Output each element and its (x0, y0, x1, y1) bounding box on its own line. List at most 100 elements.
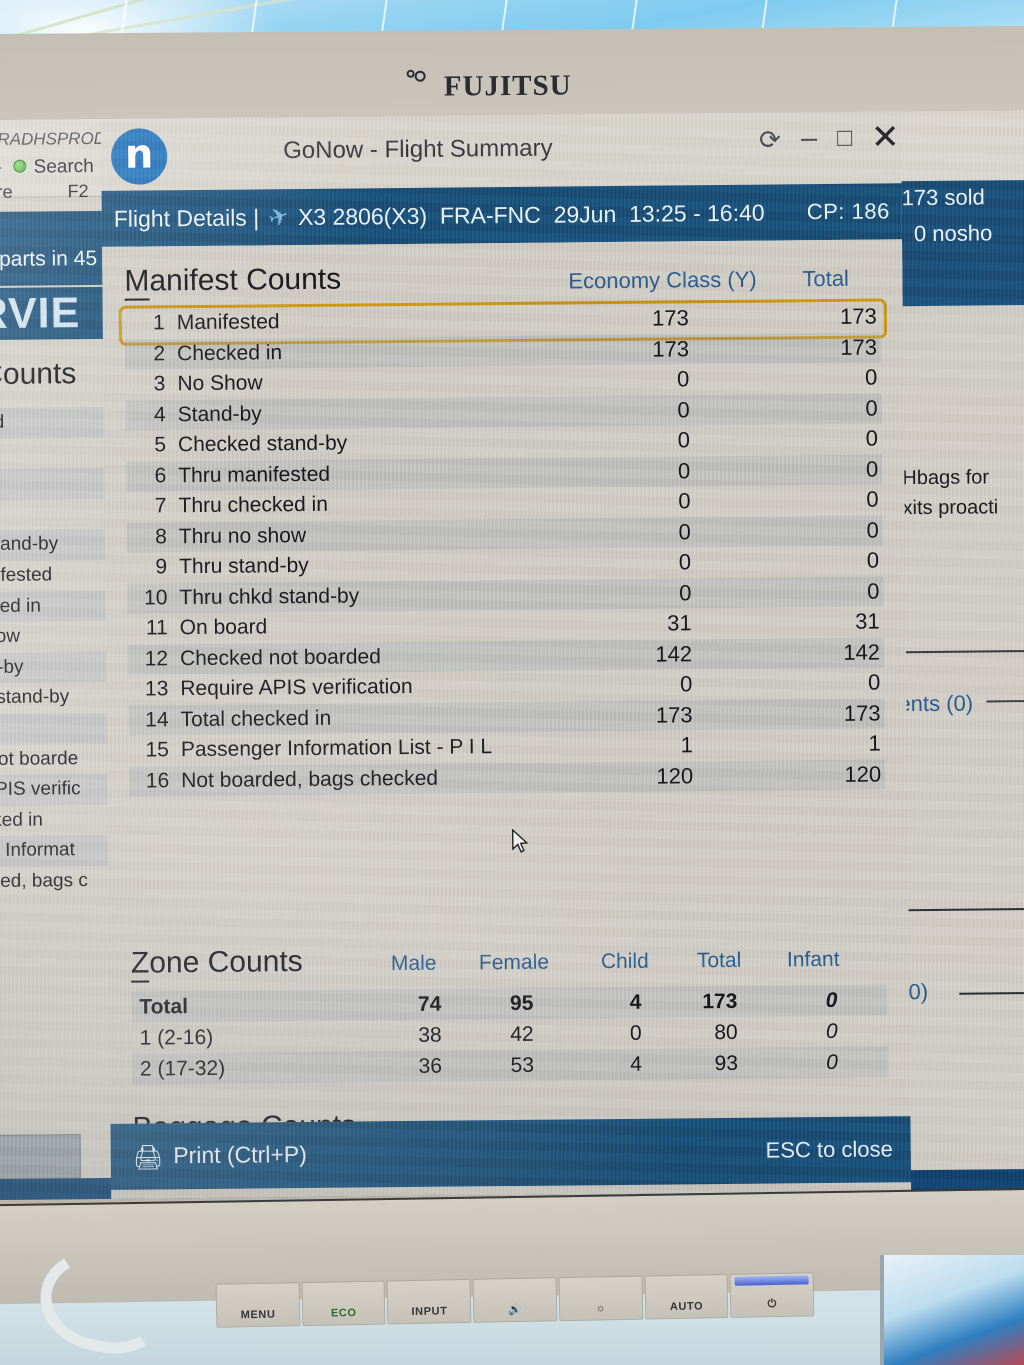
window-footer: 🖨 Print (Ctrl+P) ESC to close (110, 1116, 912, 1190)
row-index: 5 (154, 433, 167, 457)
esc-to-close-hint: ESC to close (765, 1136, 893, 1163)
list-item: hecked in (0, 590, 110, 623)
row-total-value: 0 (866, 516, 879, 543)
row-total-value: 173 (839, 303, 877, 329)
monitor-auto-button[interactable]: AUTO (644, 1273, 729, 1320)
background-divider (959, 991, 1024, 995)
logo-ring-icon (414, 70, 426, 82)
background-counts-heading: Counts (0, 357, 77, 392)
background-menu-fragment[interactable]: s ▸ (0, 157, 2, 178)
window-title-bar[interactable]: n GoNow - Flight Summary ⟳ – □ ✕ (100, 111, 902, 191)
row-economy-value: 120 (656, 762, 694, 789)
row-economy-value: 1 (680, 732, 693, 758)
column-header-child: Child (600, 949, 649, 974)
row-economy-value: 173 (655, 701, 693, 728)
row-total-value: 173 (840, 333, 878, 360)
row-label: Checked stand-by (177, 431, 348, 457)
zone-total: 93 (714, 1051, 739, 1076)
row-index: 12 (144, 646, 169, 671)
row-index: 6 (154, 463, 167, 487)
zone-label: 2 (17-32) (139, 1056, 226, 1081)
row-economy-value: 0 (678, 549, 692, 575)
list-item: hecked in (0, 809, 44, 832)
row-economy-value: 0 (679, 579, 692, 605)
monitor-eco-button[interactable]: ECO (301, 1280, 386, 1327)
column-header-economy: Economy Class (Y) (568, 266, 757, 294)
monitor-power-button[interactable]: ⏻ (729, 1272, 815, 1318)
row-total-value: 0 (865, 425, 879, 451)
row-index: 13 (144, 677, 169, 701)
flight-details-bar: Flight Details | ✈ X3 2806(X3) FRA-FNC 2… (101, 183, 903, 247)
column-header-infant: Infant (786, 947, 840, 972)
zone-female: 95 (509, 991, 534, 1016)
zone-male: 38 (418, 1023, 442, 1047)
list-item: ed stand-by (0, 529, 110, 562)
maximize-icon[interactable]: □ (836, 123, 853, 152)
zone-heading-mnemonic: Z (130, 946, 150, 983)
row-label: Passenger Information List - P I L (180, 735, 493, 762)
row-label: Checked in (176, 340, 283, 365)
background-secure-fragment: cure (0, 181, 13, 203)
print-button[interactable]: 🖨 Print (Ctrl+P) (133, 1140, 307, 1172)
logo-ring-icon (406, 69, 415, 78)
status-dot-icon (13, 159, 27, 173)
row-index: 3 (153, 372, 166, 396)
monitor-screen: FRADHSPROD1 s ▸Search cure F2 ) FRA-F De… (0, 109, 1024, 1201)
row-label: Total checked in (180, 706, 332, 731)
list-item: re APIS verific (0, 773, 112, 807)
row-economy-value: 31 (667, 610, 692, 636)
row-total-value: 0 (866, 547, 880, 573)
row-economy-value: 0 (678, 518, 691, 544)
row-total-value: 0 (865, 394, 878, 421)
close-icon[interactable]: ✕ (870, 118, 900, 157)
row-label: Checked not boarded (179, 644, 381, 670)
row-total-value: 31 (855, 608, 880, 634)
row-index: 16 (145, 768, 170, 793)
table-row[interactable]: 2 (17-32) 36 53 4 93 0 (131, 1046, 889, 1085)
monitor-button-strip: MENU ECO INPUT 🔊 ☼ AUTO ⏻ (215, 1272, 817, 1332)
background-hbags-note: Hbags for xits proacti (902, 462, 998, 523)
row-economy-value: 0 (679, 671, 693, 697)
minimize-icon[interactable]: – (800, 122, 818, 155)
monitor-input-button[interactable]: INPUT (387, 1278, 472, 1325)
hbags-line-2: xits proacti (902, 496, 999, 520)
refresh-icon[interactable]: ⟳ (758, 124, 782, 155)
list-item: ed in (0, 437, 108, 469)
row-label: Thru no show (178, 523, 307, 548)
row-economy-value: 173 (651, 305, 689, 331)
row-index: 9 (155, 555, 168, 579)
row-label: Thru manifested (178, 462, 331, 487)
print-label: Print (Ctrl+P) (173, 1140, 307, 1169)
flight-number: X3 2806(X3) (297, 202, 428, 231)
list-item: ested (0, 406, 108, 439)
power-glyph: ⏻ (767, 1297, 778, 1311)
monitor-volume-button[interactable]: 🔊 (472, 1277, 558, 1323)
column-header-total: Total (802, 265, 850, 292)
row-economy-value: 0 (677, 427, 691, 453)
list-item: ard (0, 712, 111, 745)
flight-details-prefix: Flight Details | (113, 204, 260, 232)
zone-label: Total (139, 995, 189, 1019)
zone-child: 4 (629, 990, 642, 1014)
capacity-label: CP: 186 (806, 198, 890, 225)
window-body: Manifest Counts Economy Class (Y) Total … (102, 239, 911, 1124)
ellipsis-icon: ●● (0, 1161, 3, 1180)
flight-times: 13:25 - 16:40 (628, 199, 765, 227)
row-label: On board (179, 615, 268, 640)
background-taskbar-chip[interactable]: ●● (0, 1134, 82, 1180)
background-search-label[interactable]: Search (33, 155, 94, 178)
background-search-row[interactable]: s ▸ Search (0, 155, 94, 179)
background-divider (986, 699, 1024, 703)
zone-male: 74 (417, 992, 442, 1016)
monitor-brightness-button[interactable]: ☼ (558, 1275, 643, 1322)
row-label: Thru checked in (178, 492, 329, 518)
flight-details-text: Flight Details | ✈ X3 2806(X3) FRA-FNC 2… (114, 199, 765, 234)
row-economy-value: 142 (655, 640, 693, 667)
baggage-heading-mnemonic: B (132, 1111, 153, 1124)
table-row[interactable]: 16 Not boarded, bags checked 120 120 (129, 758, 886, 797)
monitor-menu-button[interactable]: MENU (215, 1282, 301, 1328)
list-item: tand-by (0, 651, 111, 684)
row-total-value: 0 (864, 364, 878, 390)
gonow-logo-icon: n (110, 128, 168, 185)
column-header-female: Female (478, 950, 550, 975)
